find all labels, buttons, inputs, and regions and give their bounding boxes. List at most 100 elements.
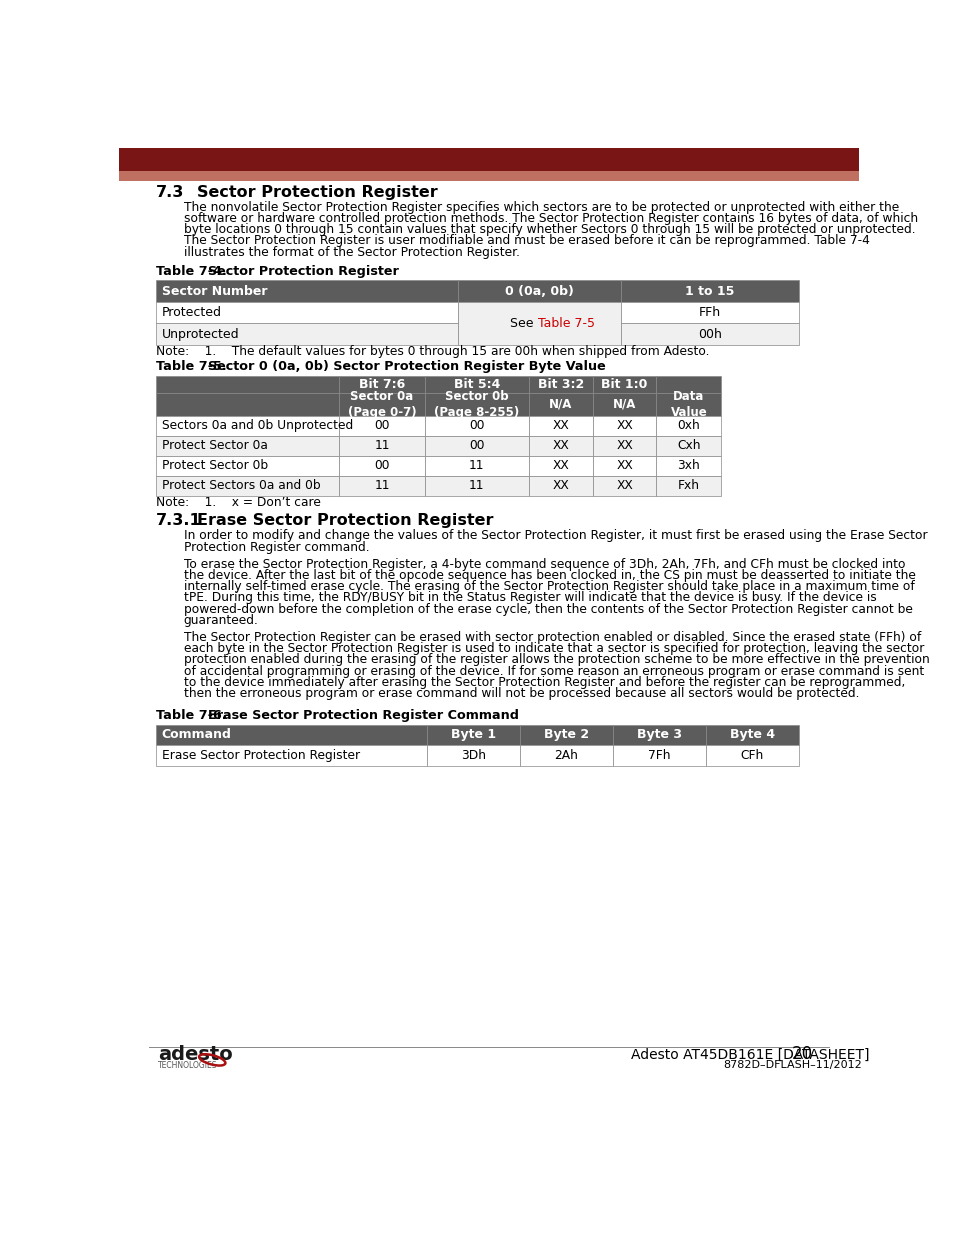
Text: CFh: CFh xyxy=(740,748,763,762)
Bar xyxy=(339,456,424,475)
Bar xyxy=(592,475,656,496)
Text: 11: 11 xyxy=(469,459,484,472)
Bar xyxy=(155,745,427,766)
Text: XX: XX xyxy=(552,479,569,493)
Text: 00: 00 xyxy=(469,420,484,432)
Text: Sector Number: Sector Number xyxy=(162,284,267,298)
Text: Protected: Protected xyxy=(162,306,222,319)
Text: 7.3: 7.3 xyxy=(155,184,184,200)
Bar xyxy=(656,436,720,456)
Bar xyxy=(155,436,339,456)
Text: to the device immediately after erasing the Sector Protection Register and befor: to the device immediately after erasing … xyxy=(183,676,904,689)
Text: adesto: adesto xyxy=(158,1045,233,1065)
Bar xyxy=(529,456,592,475)
Text: XX: XX xyxy=(552,459,569,472)
Bar xyxy=(656,393,720,416)
Text: The nonvolatile Sector Protection Register specifies which sectors are to be pro: The nonvolatile Sector Protection Regist… xyxy=(183,201,898,214)
Text: Cxh: Cxh xyxy=(677,440,700,452)
Text: Bit 7:6: Bit 7:6 xyxy=(358,378,405,390)
Text: Table 7-4.: Table 7-4. xyxy=(155,264,226,278)
Text: Bit 1:0: Bit 1:0 xyxy=(600,378,647,390)
Bar xyxy=(424,375,529,393)
Text: Byte 2: Byte 2 xyxy=(543,729,588,741)
Text: Sector 0a
(Page 0-7): Sector 0a (Page 0-7) xyxy=(347,390,416,419)
Text: Adesto AT45DB161E [DATASHEET]: Adesto AT45DB161E [DATASHEET] xyxy=(630,1047,868,1062)
Bar xyxy=(529,375,592,393)
Text: Protect Sectors 0a and 0b: Protect Sectors 0a and 0b xyxy=(162,479,320,493)
Text: Protect Sector 0a: Protect Sector 0a xyxy=(162,440,268,452)
Bar xyxy=(155,280,457,301)
Text: the device. After the last bit of the opcode sequence has been clocked in, the C: the device. After the last bit of the op… xyxy=(183,569,915,582)
Bar xyxy=(339,375,424,393)
Bar xyxy=(612,725,705,745)
Text: 11: 11 xyxy=(374,440,390,452)
Bar xyxy=(155,301,457,324)
Text: tPE. During this time, the RDY/BUSY bit in the Status Register will indicate tha: tPE. During this time, the RDY/BUSY bit … xyxy=(183,592,876,604)
Text: 8782D–DFLASH–11/2012: 8782D–DFLASH–11/2012 xyxy=(723,1061,862,1071)
Text: Byte 3: Byte 3 xyxy=(637,729,681,741)
Text: Sector 0 (0a, 0b) Sector Protection Register Byte Value: Sector 0 (0a, 0b) Sector Protection Regi… xyxy=(208,359,605,373)
Bar xyxy=(155,375,339,393)
Text: Protect Sector 0b: Protect Sector 0b xyxy=(162,459,268,472)
Bar xyxy=(705,725,798,745)
Bar xyxy=(339,436,424,456)
Text: 7.3.1: 7.3.1 xyxy=(155,513,201,529)
Bar xyxy=(620,324,798,345)
Bar xyxy=(155,475,339,496)
Bar xyxy=(592,393,656,416)
Text: 7Fh: 7Fh xyxy=(647,748,670,762)
Text: Table 7-6.: Table 7-6. xyxy=(155,709,226,721)
Bar xyxy=(424,475,529,496)
Text: 0 (0a, 0b): 0 (0a, 0b) xyxy=(504,284,573,298)
Bar xyxy=(457,301,620,345)
Bar xyxy=(656,416,720,436)
Bar xyxy=(620,301,798,324)
Text: Sectors 0a and 0b Unprotected: Sectors 0a and 0b Unprotected xyxy=(162,420,353,432)
Text: 00: 00 xyxy=(374,420,390,432)
Bar xyxy=(656,456,720,475)
Bar xyxy=(119,148,858,172)
Text: Unprotected: Unprotected xyxy=(162,327,239,341)
Bar xyxy=(119,172,858,180)
Bar xyxy=(427,725,519,745)
Bar xyxy=(656,375,720,393)
Text: The Sector Protection Register can be erased with sector protection enabled or d: The Sector Protection Register can be er… xyxy=(183,631,920,643)
Text: Table 7-5.: Table 7-5. xyxy=(155,359,226,373)
Text: 0xh: 0xh xyxy=(677,420,700,432)
Bar xyxy=(427,745,519,766)
Bar xyxy=(155,393,339,416)
Text: FFh: FFh xyxy=(698,306,720,319)
Bar xyxy=(424,416,529,436)
Bar xyxy=(155,456,339,475)
Text: protection enabled during the erasing of the register allows the protection sche: protection enabled during the erasing of… xyxy=(183,653,928,667)
Text: powered-down before the completion of the erase cycle, then the contents of the : powered-down before the completion of th… xyxy=(183,603,911,615)
Text: 2Ah: 2Ah xyxy=(554,748,578,762)
Text: guaranteed.: guaranteed. xyxy=(183,614,258,626)
Text: 00: 00 xyxy=(374,459,390,472)
Text: 00: 00 xyxy=(469,440,484,452)
Bar xyxy=(529,416,592,436)
Text: See: See xyxy=(510,317,537,330)
Bar xyxy=(519,745,612,766)
Text: 1 to 15: 1 to 15 xyxy=(684,284,734,298)
Text: Note:    1.    The default values for bytes 0 through 15 are 00h when shipped fr: Note: 1. The default values for bytes 0 … xyxy=(155,345,708,358)
Bar xyxy=(529,436,592,456)
Bar xyxy=(339,416,424,436)
Text: N/A: N/A xyxy=(549,398,572,411)
Bar xyxy=(529,475,592,496)
Text: Table 7-5: Table 7-5 xyxy=(537,317,594,330)
Text: Byte 4: Byte 4 xyxy=(729,729,774,741)
Text: Protection Register command.: Protection Register command. xyxy=(183,541,369,553)
Bar xyxy=(529,393,592,416)
Bar xyxy=(620,280,798,301)
Text: 11: 11 xyxy=(374,479,390,493)
Text: TECHNOLOGIES: TECHNOLOGIES xyxy=(158,1061,217,1070)
Text: of accidental programming or erasing of the device. If for some reason an errone: of accidental programming or erasing of … xyxy=(183,664,923,678)
Text: Sector Protection Register: Sector Protection Register xyxy=(208,264,399,278)
Text: XX: XX xyxy=(616,459,632,472)
Text: 11: 11 xyxy=(469,479,484,493)
Text: Erase Sector Protection Register: Erase Sector Protection Register xyxy=(162,748,359,762)
Bar xyxy=(592,456,656,475)
Bar xyxy=(155,324,457,345)
Text: Erase Sector Protection Register: Erase Sector Protection Register xyxy=(196,513,493,529)
